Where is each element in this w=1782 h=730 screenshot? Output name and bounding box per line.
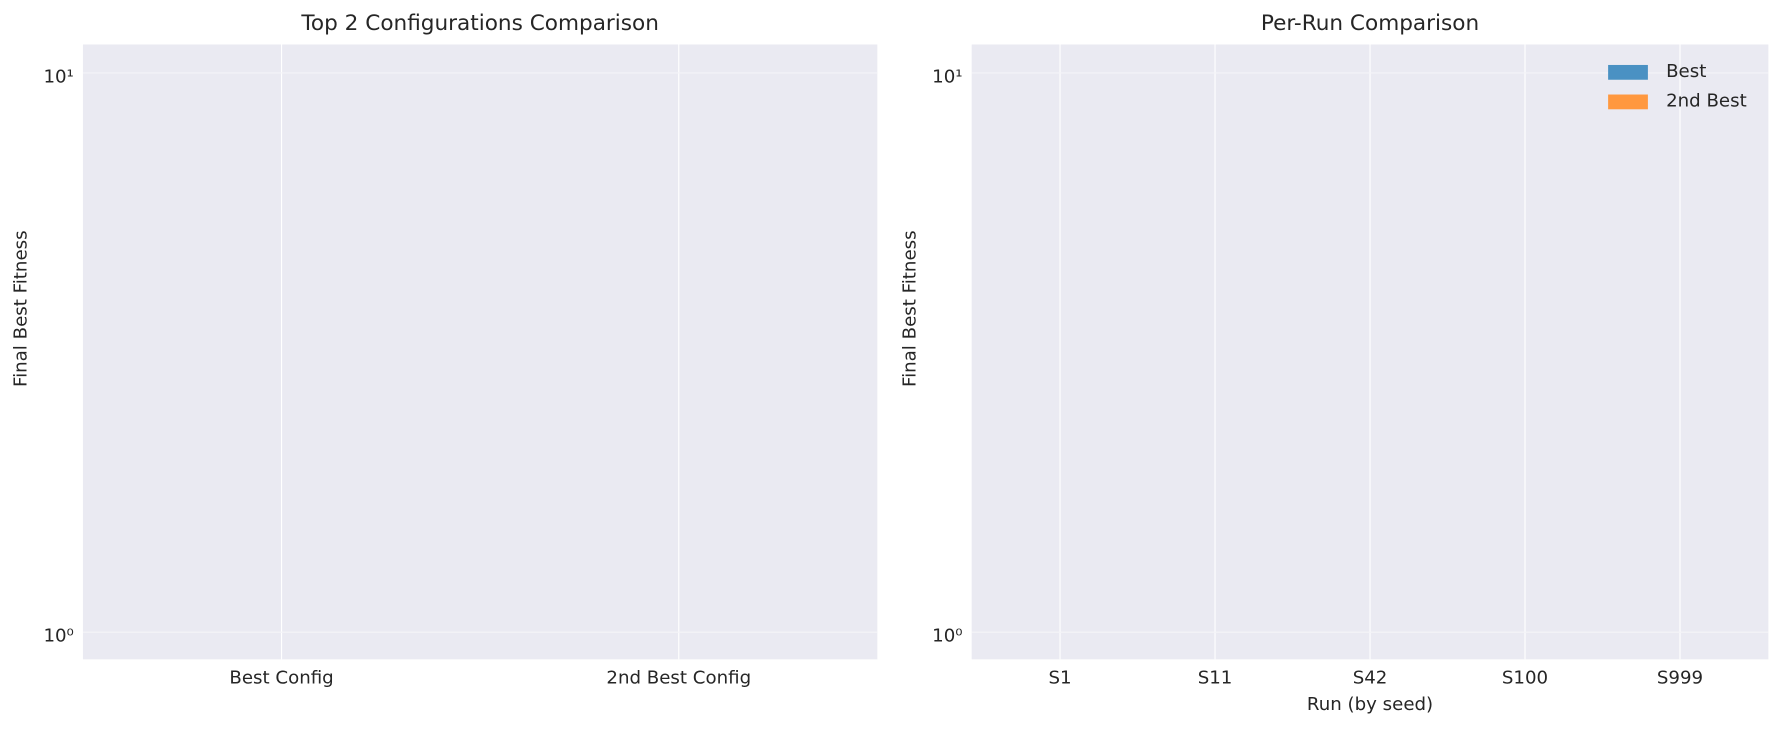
- plot-area: [82, 44, 878, 660]
- x-tick-label: S1: [1048, 668, 1071, 689]
- y-tick-label: 10¹: [43, 66, 73, 87]
- y-axis-label: Final Best Fitness: [899, 230, 920, 387]
- y-axis-label: Final Best Fitness: [11, 230, 32, 387]
- chart-title: Per-Run Comparison: [1261, 11, 1479, 36]
- y-tick-label: 10⁰: [43, 626, 73, 647]
- legend-swatch: [1608, 94, 1648, 110]
- y-tick-label: 10⁰: [932, 626, 962, 647]
- chart-title: Top 2 Configurations Comparison: [300, 11, 658, 36]
- x-tick-label: 2nd Best Config: [606, 668, 751, 689]
- x-tick-label: Best Config: [229, 668, 333, 689]
- x-tick-label: S42: [1353, 668, 1388, 689]
- legend-label: Best: [1666, 61, 1706, 82]
- y-tick-label: 10¹: [932, 66, 962, 87]
- x-tick-label: S999: [1657, 668, 1703, 689]
- x-axis-label: Run (by seed): [1307, 694, 1433, 715]
- legend-swatch: [1608, 64, 1648, 80]
- x-tick-label: S11: [1198, 668, 1233, 689]
- x-tick-label: S100: [1502, 668, 1548, 689]
- legend-label: 2nd Best: [1666, 90, 1747, 111]
